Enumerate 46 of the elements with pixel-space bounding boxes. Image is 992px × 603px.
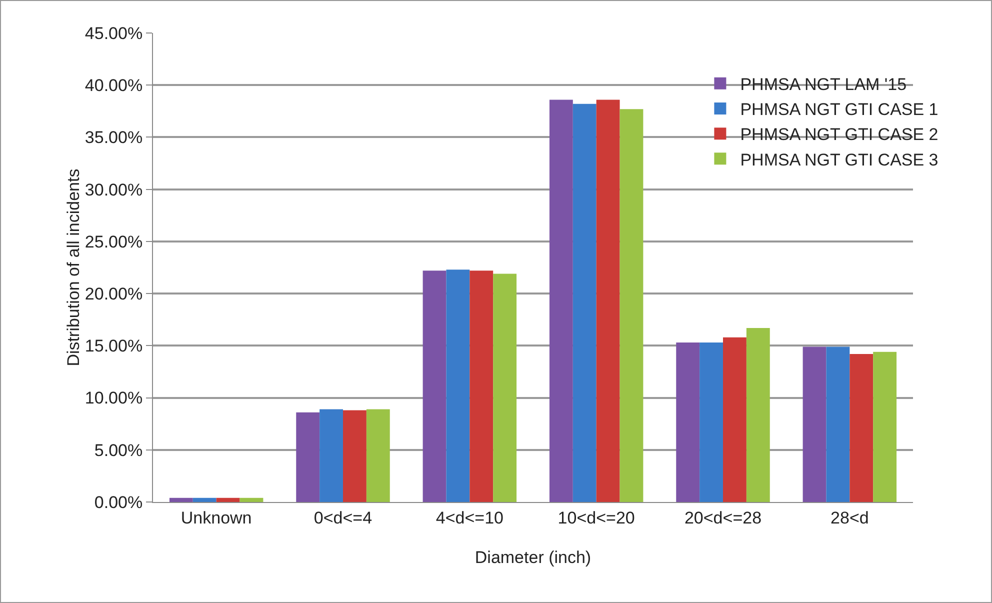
legend-label: PHMSA NGT GTI CASE 3 <box>740 150 938 170</box>
bar <box>366 409 390 502</box>
bar <box>240 498 264 502</box>
bar <box>169 498 193 502</box>
y-tick-label: 35.00% <box>84 128 143 148</box>
y-tick-label: 15.00% <box>84 336 143 356</box>
y-tick-label: 25.00% <box>84 232 143 252</box>
x-tick-label: 4<d<=10 <box>436 508 504 528</box>
y-tick-label: 20.00% <box>84 284 143 304</box>
bar <box>470 270 494 502</box>
x-tick-label: 20<d<=28 <box>684 508 762 528</box>
y-tick-label: 0.00% <box>94 492 143 512</box>
y-tick-label: 5.00% <box>94 440 143 460</box>
bar <box>723 337 746 502</box>
bar <box>596 100 620 502</box>
bar <box>620 109 644 502</box>
bar <box>850 354 874 502</box>
bar <box>320 409 343 502</box>
bar <box>216 498 240 502</box>
bar <box>296 412 320 502</box>
y-axis-title: Distribution of all incidents <box>64 168 83 366</box>
bar <box>676 342 700 502</box>
x-tick-label: 10<d<=20 <box>558 508 635 528</box>
bar <box>700 342 723 502</box>
bar <box>493 274 517 502</box>
bar <box>192 498 216 502</box>
y-tick-label: 40.00% <box>84 76 143 96</box>
legend-label: PHMSA NGT GTI CASE 2 <box>740 125 938 144</box>
x-tick-label: 0<d<=4 <box>314 508 372 528</box>
bar <box>746 328 770 502</box>
legend-label: PHMSA NGT GTI CASE 1 <box>740 100 938 120</box>
x-axis-title: Diameter (inch) <box>474 548 592 567</box>
bar <box>343 410 366 502</box>
x-tick-label: 28<d <box>830 508 869 528</box>
bar <box>549 100 573 502</box>
bar <box>446 270 470 502</box>
bar <box>422 270 446 502</box>
bar <box>802 346 826 502</box>
y-tick-label: 10.00% <box>84 388 143 408</box>
y-tick-label: 45.00% <box>84 24 143 43</box>
x-tick-label: Unknown <box>180 508 252 528</box>
legend-label: PHMSA NGT LAM '15 <box>740 75 907 94</box>
y-tick-label: 30.00% <box>84 180 143 200</box>
bar <box>826 346 850 502</box>
bar <box>572 104 596 502</box>
bar <box>873 352 897 502</box>
